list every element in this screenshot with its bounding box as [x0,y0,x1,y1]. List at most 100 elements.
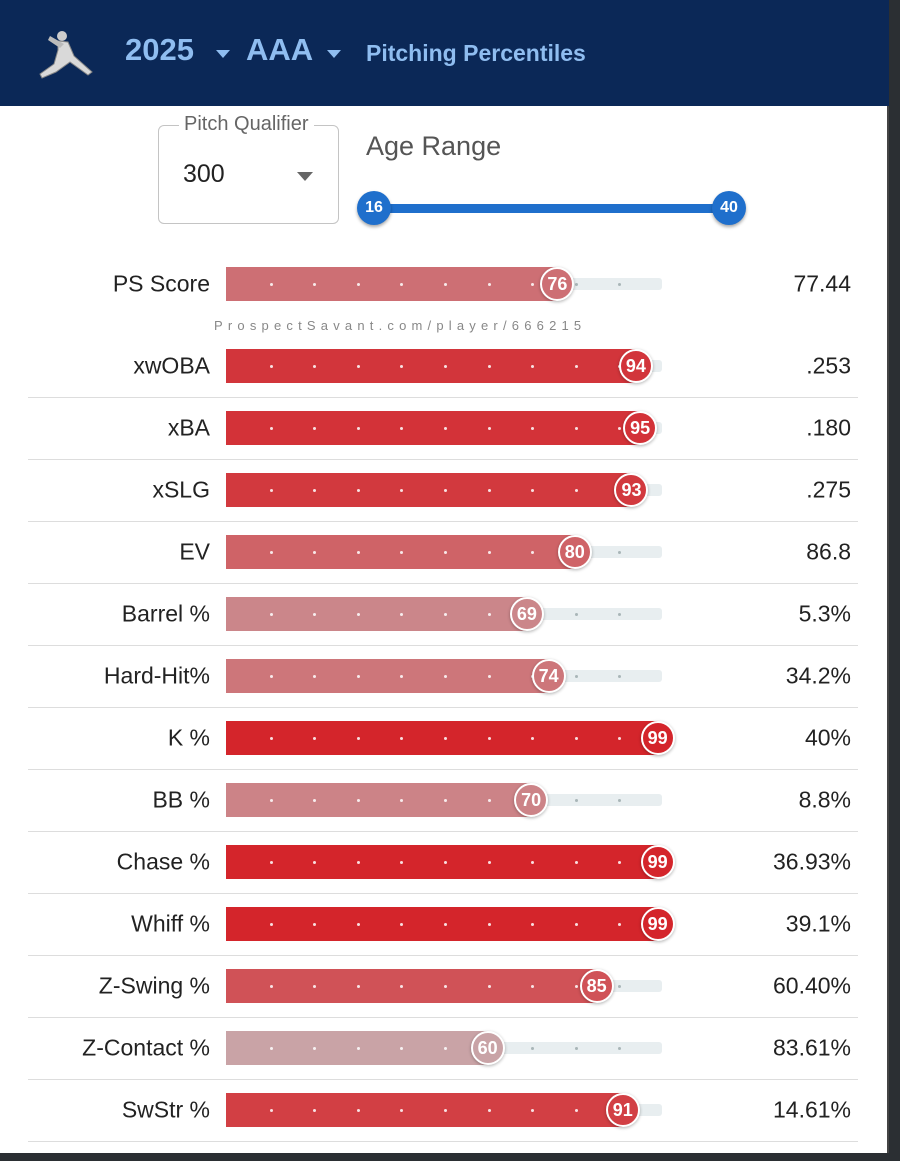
tick-dot [618,282,622,286]
percentile-bar[interactable] [226,349,636,383]
tick-dot [531,984,535,988]
metric-label: Barrel % [121,600,210,627]
tick-dot [400,364,404,368]
tick-dot [400,736,404,740]
metric-label: Whiff % [131,910,210,937]
metric-value: 8.8% [798,786,851,813]
tick-dot [356,1046,360,1050]
chevron-down-icon[interactable] [297,172,313,181]
tick-dot [574,612,578,616]
pitch-qualifier-label: Pitch Qualifier [179,113,314,136]
tick-dot [356,550,360,554]
metric-label: BB % [152,786,210,813]
tick-dot [400,1046,404,1050]
percentile-bar[interactable] [226,721,658,755]
metric-label: Hard-Hit% [103,662,210,689]
percentile-bar[interactable] [226,845,658,879]
tick-dot [444,736,447,740]
percentile-bar[interactable] [226,597,527,631]
percentile-bar[interactable] [226,473,632,507]
year-caret-icon[interactable] [216,50,230,58]
metric-row: Z-Contact % 60 83.61% [0,1017,889,1079]
percentile-bar[interactable] [226,1093,623,1127]
tick-dot [574,860,578,864]
tick-dot [313,736,317,740]
tick-dot [400,1108,404,1112]
percentile-bar[interactable] [226,659,549,693]
row-divider [28,521,858,522]
metric-value: .275 [806,476,851,503]
tick-dot [531,860,535,864]
metric-row: Hard-Hit% 74 34.2% [0,645,889,707]
tick-dot [313,612,317,616]
metric-label: Z-Contact % [82,1034,210,1061]
tick-dot [356,798,360,802]
tick-dot [487,674,491,678]
percentile-bar[interactable] [226,907,658,941]
top-bar: 2025 AAA Pitching Percentiles [0,0,889,106]
percentile-bar[interactable] [226,411,641,445]
tick-dot [269,798,273,802]
tick-dot [269,612,273,616]
tick-dot [400,922,404,926]
metric-row: xSLG 93 .275 [0,459,889,521]
tick-dot [574,1108,578,1112]
year-dropdown[interactable]: 2025 [125,32,194,67]
age-max-handle[interactable]: 40 [712,191,746,225]
tick-dot [574,488,578,492]
tick-dot [313,798,317,802]
tick-dot [531,364,535,368]
age-min-handle[interactable]: 16 [357,191,391,225]
age-range-slider[interactable] [374,204,729,213]
tick-dot [618,674,622,678]
level-dropdown[interactable]: AAA [246,32,314,67]
tick-dot [269,860,273,864]
metric-label: xSLG [152,476,210,503]
tick-dot [487,426,491,430]
tick-dot [313,674,317,678]
metric-row: BB % 70 8.8% [0,769,889,831]
page-title: Pitching Percentiles [366,40,586,66]
tick-dot [618,736,622,740]
pitch-qualifier-value[interactable]: 300 [183,160,225,188]
tick-dot [356,426,360,430]
row-divider [28,645,858,646]
tick-dot [444,282,447,286]
tick-dot [400,550,404,554]
row-divider [28,893,858,894]
metric-value: 40% [804,724,851,751]
tick-dot [574,674,578,678]
metric-label: EV [179,538,210,565]
metric-value: 86.8 [806,538,851,565]
tick-dot [574,798,578,802]
tick-dot [487,550,491,554]
tick-dot [618,922,622,926]
metric-value: 60.40% [772,972,851,999]
metric-row: SwStr % 91 14.61% [0,1079,889,1141]
metric-value: 36.93% [772,848,851,875]
percentile-bar[interactable] [226,783,532,817]
metric-row: PS Score 76 77.44 [0,253,889,315]
tick-dot [487,1108,491,1112]
tick-dot [269,364,273,368]
tick-dot [487,798,491,802]
age-range-label: Age Range [366,131,502,161]
metric-row: Chase % 99 36.93% [0,831,889,893]
percentile-badge: 91 [605,1093,640,1127]
tick-dot [356,488,360,492]
level-caret-icon[interactable] [327,50,341,58]
tick-dot [356,736,360,740]
tick-dot [618,798,622,802]
metric-label: PS Score [112,270,210,297]
tick-dot [531,922,535,926]
tick-dot [444,674,447,678]
tick-dot [269,488,273,492]
metric-row: xBA 95 .180 [0,397,889,459]
percentile-bar[interactable] [226,267,558,301]
tick-dot [269,1046,273,1050]
tick-dot [618,984,622,988]
tick-dot [269,674,273,678]
tick-dot [400,860,404,864]
percentile-bar[interactable] [226,969,597,1003]
